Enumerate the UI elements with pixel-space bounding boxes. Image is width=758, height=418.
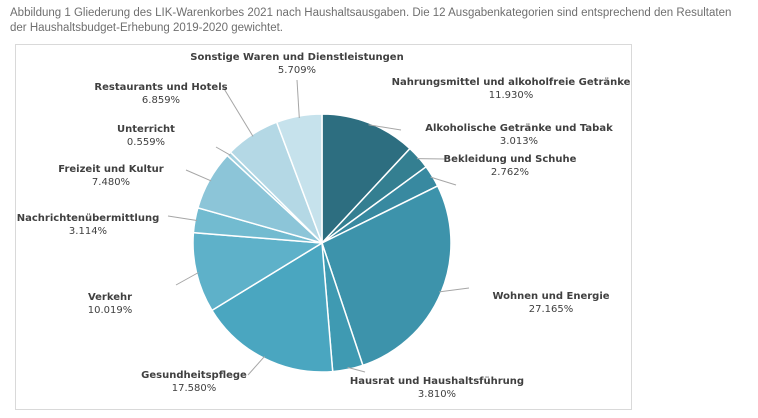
category-label-2: Alkoholische Getränke und Tabak [425,123,613,134]
category-label-10: Unterricht [117,124,175,135]
value-label-10: 0.559% [127,137,165,148]
leader-line-5 [347,366,366,373]
leader-line-9 [185,169,212,182]
leader-line-12 [296,79,300,119]
category-label-6: Gesundheitspflege [141,370,247,381]
leader-line-4 [439,287,470,293]
value-label-3: 2.762% [491,167,529,178]
value-label-9: 7.480% [92,177,130,188]
value-label-12: 5.709% [278,65,316,76]
value-label-4: 27.165% [529,304,574,315]
category-label-11: Restaurants und Hotels [94,82,227,93]
category-label-8: Nachrichtenübermittlung [17,213,159,224]
category-label-1: Nahrungsmittel und alkoholfreie Getränke [392,77,631,88]
category-label-4: Wohnen und Energie [492,291,609,302]
chart-frame: Nahrungsmittel und alkoholfreie Getränke… [15,44,632,410]
pie-chart: Nahrungsmittel und alkoholfreie Getränke… [17,52,631,400]
value-label-11: 6.859% [142,95,180,106]
value-label-8: 3.114% [69,226,107,237]
value-label-6: 17.580% [172,383,217,394]
leader-line-6 [247,355,265,376]
figure-caption: Abbildung 1 Gliederung des LIK-Warenkorb… [10,7,732,34]
leader-line-10 [215,146,231,156]
leader-line-8 [167,215,198,221]
leader-line-1 [368,124,402,131]
category-label-7: Verkehr [88,292,132,303]
leader-line-11 [222,86,254,137]
leader-line-3 [430,176,457,186]
pie-slice-1 [321,113,411,245]
value-label-1: 11.930% [489,90,534,101]
category-label-3: Bekleidung und Schuhe [444,154,577,165]
leader-line-7 [175,272,199,286]
category-label-5: Hausrat und Haushaltsführung [350,376,524,387]
category-label-12: Sonstige Waren und Dienstleistungen [190,52,403,63]
value-label-7: 10.019% [88,305,133,316]
value-label-5: 3.810% [418,389,456,400]
pie-slice-7 [192,231,325,312]
value-label-2: 3.013% [500,136,538,147]
pie-slice-4 [321,184,452,367]
category-label-9: Freizeit und Kultur [58,164,164,175]
